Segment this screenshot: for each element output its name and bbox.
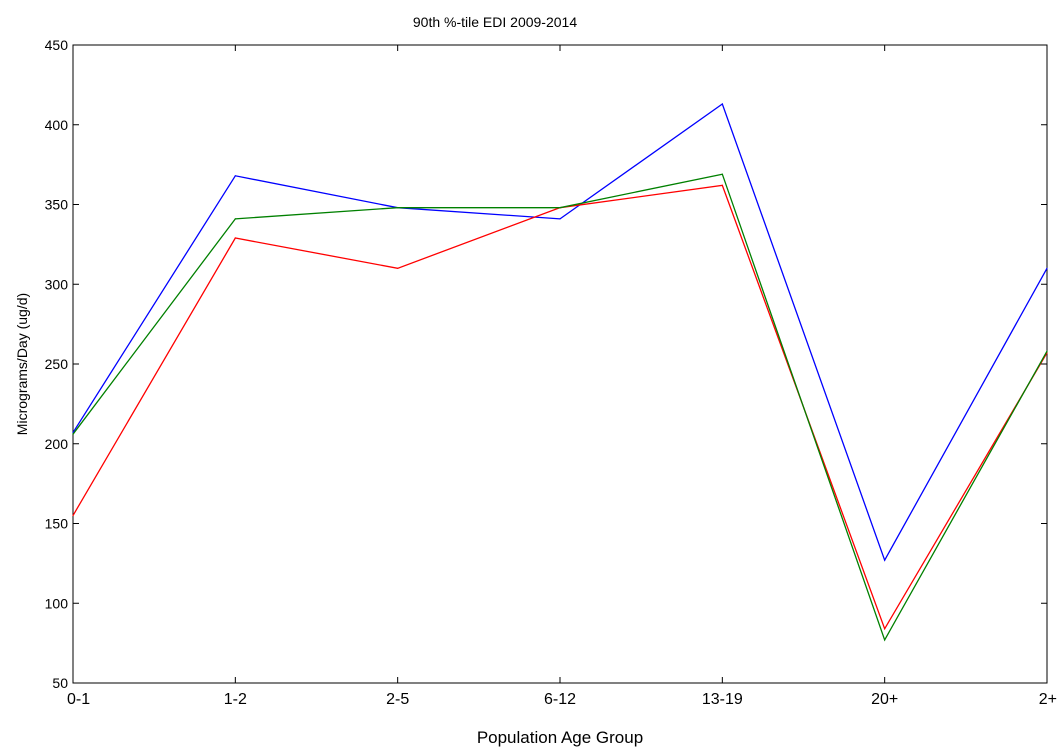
data-point	[721, 184, 723, 186]
x-tick-label: 2-5	[386, 691, 409, 708]
y-tick-label: 350	[45, 197, 69, 213]
data-point	[234, 237, 236, 239]
y-tick-label: 100	[45, 595, 69, 611]
y-tick-label: 300	[45, 276, 69, 292]
y-tick-label: 450	[45, 37, 69, 53]
y-axis-ticks: 50 100 150 200 250 300 350 400 450	[45, 37, 1047, 691]
data-point	[559, 218, 561, 220]
x-tick-label: 6-12	[544, 691, 576, 708]
x-tick-label: 0-1	[67, 691, 90, 708]
series-layer	[72, 102, 1048, 642]
data-point	[397, 267, 399, 269]
x-axis-label: Population Age Group	[477, 728, 643, 747]
data-point	[397, 207, 399, 209]
x-tick-label: 20+	[871, 691, 898, 708]
data-point	[234, 218, 236, 220]
x-tick-label: 2+	[1039, 691, 1057, 708]
data-point	[72, 433, 74, 435]
data-point	[884, 628, 886, 630]
data-point	[1046, 350, 1048, 352]
y-tick-label: 250	[45, 356, 69, 372]
data-point	[234, 175, 236, 177]
y-tick-label: 400	[45, 117, 69, 133]
x-tick-label: 13-19	[702, 691, 743, 708]
data-point	[721, 173, 723, 175]
plot-area: 50 100 150 200 250 300 350 400 450 0-1 1-2 2-5 6-12…	[45, 37, 1057, 708]
y-tick-label: 50	[52, 675, 68, 691]
data-point	[559, 207, 561, 209]
data-point	[884, 639, 886, 641]
y-tick-label: 150	[45, 516, 69, 532]
x-tick-label: 1-2	[224, 691, 247, 708]
chart-title: 90th %-tile EDI 2009-2014	[413, 14, 577, 30]
data-point	[72, 514, 74, 517]
data-point	[884, 559, 886, 561]
y-tick-label: 200	[45, 436, 69, 452]
x-axis-ticks: 0-1 1-2 2-5 6-12 13-19 20+ 2+	[67, 45, 1057, 708]
plot-frame	[72, 44, 1048, 684]
y-axis-label: Micrograms/Day (ug/d)	[14, 293, 30, 435]
data-point	[721, 103, 723, 105]
data-point	[1046, 267, 1048, 269]
